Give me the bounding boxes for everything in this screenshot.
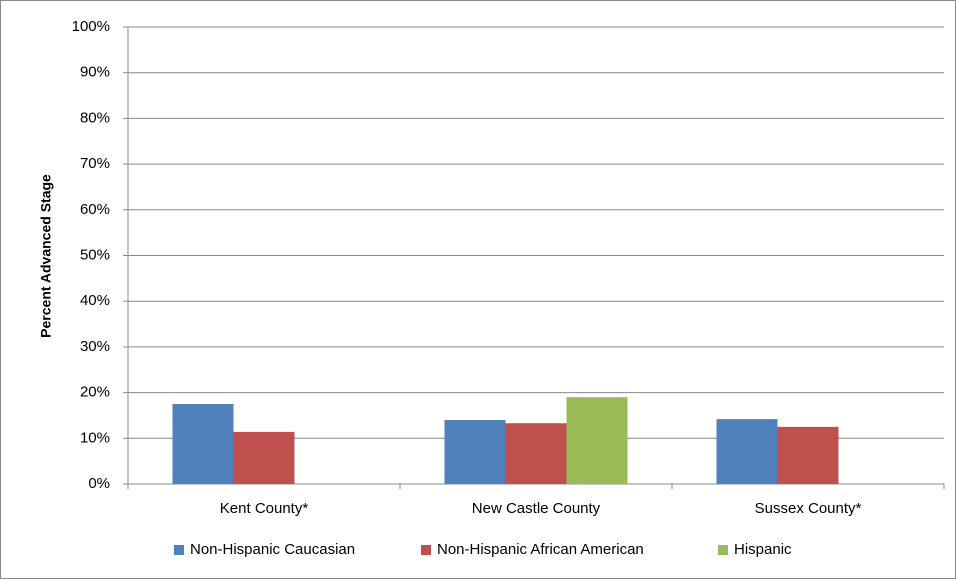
bar bbox=[777, 426, 839, 484]
legend-label: Non-Hispanic Caucasian bbox=[190, 541, 355, 558]
bar bbox=[233, 431, 295, 484]
y-tick-label: 60% bbox=[80, 201, 110, 218]
y-tick-label: 30% bbox=[80, 338, 110, 355]
legend-label: Non-Hispanic African American bbox=[437, 541, 644, 558]
y-tick-label: 80% bbox=[80, 109, 110, 126]
y-tick-label: 90% bbox=[80, 64, 110, 81]
y-tick-label: 20% bbox=[80, 384, 110, 401]
bar bbox=[716, 419, 778, 484]
bar bbox=[566, 397, 628, 484]
legend-swatch bbox=[421, 545, 431, 555]
x-tick-label: Kent County* bbox=[220, 500, 309, 517]
bar bbox=[444, 420, 506, 484]
bar bbox=[505, 423, 567, 484]
bar bbox=[172, 404, 234, 484]
x-tick-label: New Castle County bbox=[472, 500, 601, 517]
y-tick-label: 100% bbox=[72, 18, 110, 35]
y-tick-label: 50% bbox=[80, 246, 110, 263]
legend-label: Hispanic bbox=[734, 541, 792, 558]
y-tick-label: 70% bbox=[80, 155, 110, 172]
y-tick-label: 0% bbox=[88, 475, 110, 492]
y-tick-label: 10% bbox=[80, 429, 110, 446]
x-tick-label: Sussex County* bbox=[755, 500, 862, 517]
y-tick-label: 40% bbox=[80, 292, 110, 309]
legend-swatch bbox=[718, 545, 728, 555]
legend-swatch bbox=[174, 545, 184, 555]
y-axis-label: Percent Advanced Stage bbox=[38, 174, 54, 338]
